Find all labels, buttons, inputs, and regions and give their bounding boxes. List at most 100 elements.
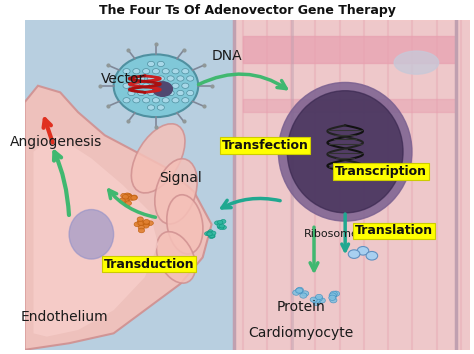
Circle shape [357, 246, 369, 255]
Text: Translation: Translation [355, 224, 433, 238]
Circle shape [211, 232, 217, 236]
Circle shape [220, 224, 226, 228]
Circle shape [205, 231, 211, 235]
Circle shape [122, 196, 129, 200]
Circle shape [146, 221, 152, 225]
Circle shape [128, 90, 135, 96]
Circle shape [123, 192, 129, 196]
Circle shape [147, 76, 155, 81]
Circle shape [130, 194, 137, 199]
FancyArrowPatch shape [222, 199, 280, 208]
Circle shape [137, 76, 145, 81]
Circle shape [157, 105, 164, 110]
Ellipse shape [278, 82, 412, 221]
FancyArrowPatch shape [342, 214, 348, 251]
Circle shape [162, 69, 169, 74]
Circle shape [140, 217, 146, 222]
Circle shape [162, 98, 169, 103]
Text: Transfection: Transfection [221, 139, 309, 152]
Ellipse shape [131, 124, 185, 193]
Title: The Four Ts Of Adenovector Gene Therapy: The Four Ts Of Adenovector Gene Therapy [99, 4, 396, 17]
Circle shape [122, 194, 128, 199]
Circle shape [123, 83, 130, 88]
Text: Signal: Signal [159, 171, 202, 185]
Circle shape [145, 222, 151, 226]
Circle shape [152, 69, 159, 74]
Circle shape [314, 294, 321, 299]
Circle shape [348, 250, 360, 258]
Text: Vector: Vector [100, 72, 145, 86]
Circle shape [157, 61, 164, 67]
Circle shape [211, 232, 217, 235]
Circle shape [147, 105, 155, 110]
Circle shape [172, 69, 179, 74]
Circle shape [297, 287, 304, 293]
FancyArrowPatch shape [109, 190, 155, 217]
Circle shape [172, 98, 179, 103]
Ellipse shape [155, 159, 197, 224]
Circle shape [133, 69, 140, 74]
Circle shape [136, 227, 142, 231]
Circle shape [182, 69, 189, 74]
Circle shape [136, 227, 142, 231]
Text: Endothelium: Endothelium [21, 310, 109, 324]
Text: Angiogenesis: Angiogenesis [9, 135, 102, 149]
Circle shape [143, 69, 150, 74]
Polygon shape [25, 86, 211, 350]
FancyArrowPatch shape [54, 152, 69, 215]
Circle shape [167, 76, 174, 81]
Circle shape [366, 251, 378, 260]
Circle shape [128, 76, 135, 81]
Circle shape [330, 292, 337, 297]
Ellipse shape [394, 51, 438, 74]
Circle shape [144, 217, 151, 222]
FancyArrowPatch shape [310, 227, 318, 270]
Polygon shape [34, 135, 158, 337]
Circle shape [177, 76, 184, 81]
Circle shape [147, 61, 155, 67]
Circle shape [152, 98, 159, 103]
Circle shape [147, 90, 155, 96]
Circle shape [313, 295, 320, 301]
Circle shape [123, 69, 130, 74]
Circle shape [114, 55, 198, 117]
Circle shape [292, 291, 299, 297]
Circle shape [301, 291, 308, 296]
Circle shape [216, 219, 221, 224]
Circle shape [126, 194, 132, 199]
Circle shape [143, 222, 149, 226]
Circle shape [333, 292, 340, 298]
Circle shape [217, 222, 222, 225]
Circle shape [219, 224, 224, 228]
Circle shape [141, 217, 147, 222]
Ellipse shape [156, 232, 195, 283]
Text: Cardiomyocyte: Cardiomyocyte [248, 326, 353, 340]
Ellipse shape [69, 210, 114, 259]
Circle shape [143, 83, 150, 88]
Circle shape [330, 294, 337, 299]
Circle shape [157, 90, 164, 96]
Circle shape [120, 200, 127, 205]
Text: DNA: DNA [212, 49, 243, 63]
Circle shape [129, 199, 135, 203]
Circle shape [210, 234, 215, 238]
Circle shape [297, 293, 304, 298]
Circle shape [187, 76, 194, 81]
Text: Transduction: Transduction [104, 257, 194, 270]
FancyArrowPatch shape [44, 119, 53, 143]
Circle shape [125, 194, 131, 198]
Text: Ribosome: Ribosome [304, 229, 359, 239]
Circle shape [317, 298, 324, 304]
Text: Transcription: Transcription [335, 165, 427, 178]
Circle shape [145, 218, 152, 223]
Circle shape [143, 98, 150, 103]
Circle shape [182, 98, 189, 103]
Circle shape [337, 296, 344, 301]
Circle shape [187, 90, 194, 96]
FancyArrowPatch shape [199, 74, 286, 88]
Circle shape [172, 83, 179, 88]
Circle shape [177, 90, 184, 96]
Circle shape [219, 226, 225, 230]
Bar [243, 36, 456, 63]
Circle shape [129, 192, 135, 197]
